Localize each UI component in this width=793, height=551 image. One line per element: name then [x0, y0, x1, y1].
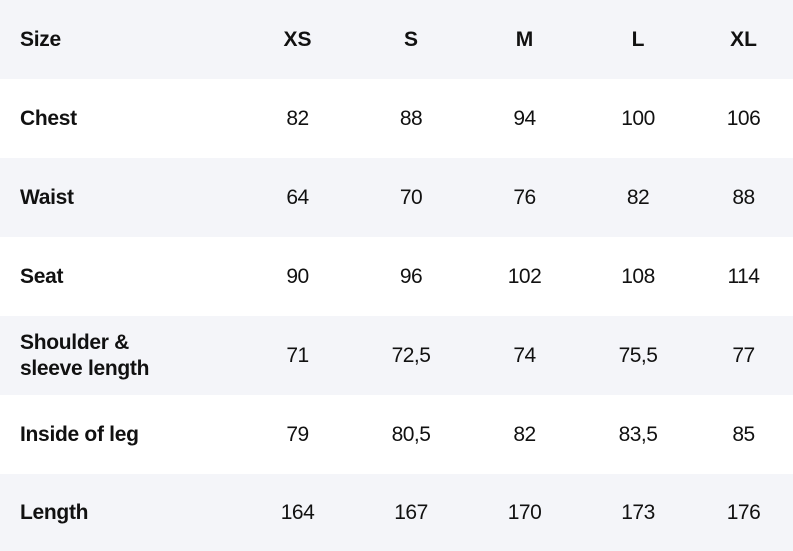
table-cell: 85: [732, 422, 755, 446]
table-cell: 176: [726, 500, 761, 524]
header-size-xl: XL: [730, 27, 757, 51]
table-cell: 82: [626, 185, 650, 209]
header-size-m: M: [515, 27, 534, 51]
table-cell: 173: [621, 500, 655, 524]
row-label-shoulder-sleeve: Shoulder & sleeve length: [20, 330, 150, 380]
table-cell: 96: [399, 264, 423, 288]
table-cell: 90: [286, 264, 309, 288]
table-cell: 114: [727, 264, 760, 288]
table-cell: 100: [621, 106, 655, 130]
table-row-inside-leg: Inside of leg 79 80,5 82 83,5 85: [0, 395, 793, 474]
table-cell: 82: [286, 106, 309, 130]
table-cell: 106: [726, 106, 761, 130]
table-row-chest: Chest 82 88 94 100 106: [0, 79, 793, 158]
table-cell: 70: [399, 185, 423, 209]
table-row-seat: Seat 90 96 102 108 114: [0, 237, 793, 316]
table-row-shoulder-sleeve: Shoulder & sleeve length 71 72,5 74 75,5…: [0, 316, 793, 395]
table-cell: 94: [513, 106, 536, 130]
header-size-s: S: [403, 27, 418, 51]
table-cell: 82: [513, 422, 536, 446]
table-cell: 80,5: [391, 422, 431, 446]
table-cell: 170: [507, 500, 542, 524]
table-cell: 79: [286, 422, 309, 446]
table-cell: 75,5: [618, 343, 658, 367]
row-label-seat: Seat: [20, 264, 64, 288]
table-cell: 108: [621, 264, 655, 288]
row-label-waist: Waist: [20, 185, 74, 209]
table-row-length: Length 164 167 170 173 176: [0, 474, 793, 551]
table-cell: 71: [286, 343, 309, 367]
row-label-inside-leg: Inside of leg: [20, 422, 139, 446]
table-cell: 72,5: [391, 343, 431, 367]
table-cell: 83,5: [618, 422, 658, 446]
header-size-label: Size: [20, 27, 61, 51]
header-size-l: L: [631, 27, 645, 51]
table-header-row: Size XS S M L XL: [0, 0, 793, 79]
table-cell: 77: [732, 343, 755, 367]
table-cell: 88: [732, 185, 755, 209]
table-cell: 164: [280, 500, 315, 524]
row-label-chest: Chest: [20, 106, 77, 130]
table-cell: 88: [399, 106, 423, 130]
table-cell: 76: [513, 185, 536, 209]
table-row-waist: Waist 64 70 76 82 88: [0, 158, 793, 237]
row-label-length: Length: [20, 500, 89, 524]
table-cell: 74: [513, 343, 536, 367]
table-cell: 102: [507, 264, 542, 288]
table-cell: 167: [394, 500, 428, 524]
header-size-xs: XS: [283, 27, 312, 51]
table-cell: 64: [286, 185, 309, 209]
